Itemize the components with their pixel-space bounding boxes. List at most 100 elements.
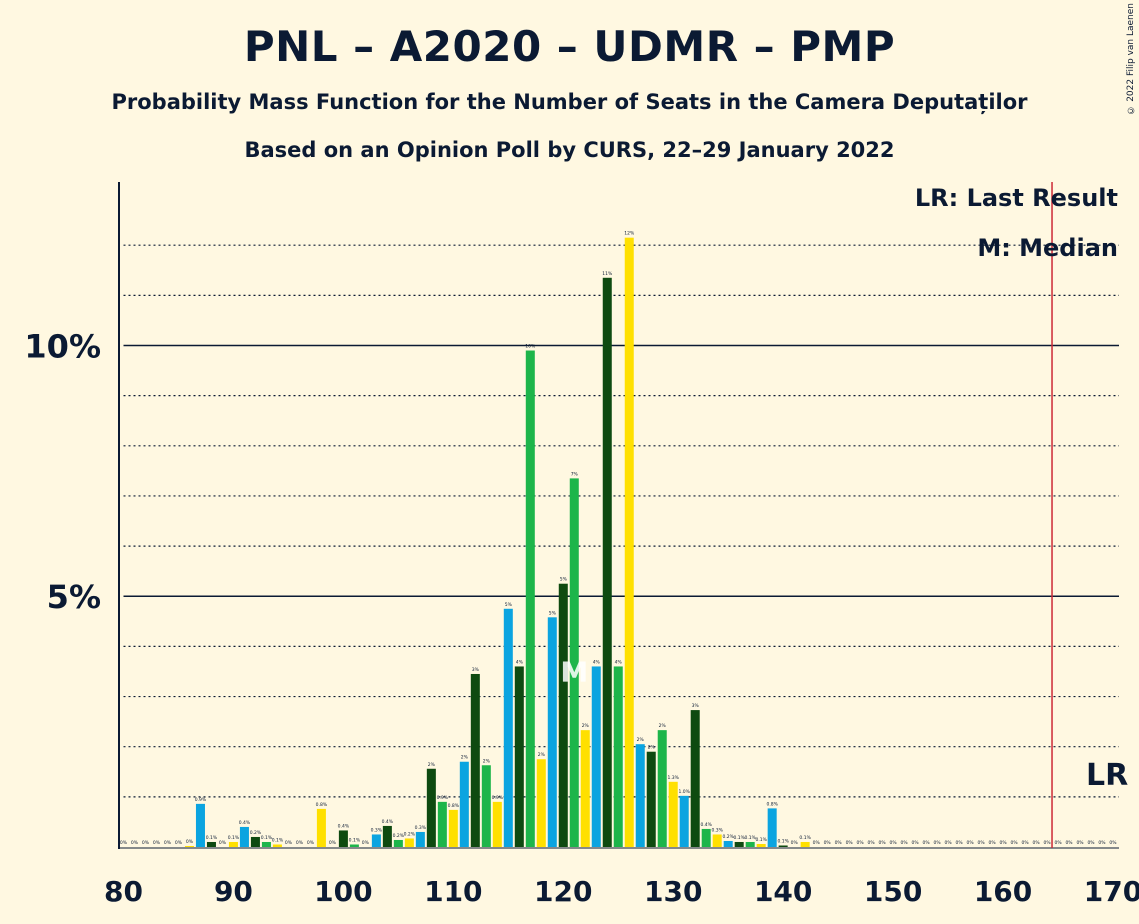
bar-110 bbox=[448, 809, 458, 847]
bar-100 bbox=[338, 830, 348, 847]
bar-label-142: 0.1% bbox=[799, 835, 811, 841]
bar-label-126: 12% bbox=[624, 231, 635, 237]
bar-label-82: 0% bbox=[142, 840, 150, 846]
bar-label-156: 0% bbox=[956, 840, 964, 846]
bar-label-113: 2% bbox=[483, 758, 491, 764]
bar-91 bbox=[239, 826, 249, 847]
bar-140 bbox=[778, 845, 788, 847]
bar-label-83: 0% bbox=[153, 840, 161, 846]
bar-128 bbox=[646, 751, 656, 847]
bar-label-85: 0% bbox=[175, 840, 183, 846]
bar-label-157: 0% bbox=[967, 840, 975, 846]
x-tick-labels: 80 90 100 110 120 130 140 150 160 170 bbox=[104, 875, 1139, 908]
bar-label-131: 1.0% bbox=[678, 789, 690, 795]
bar-127 bbox=[635, 744, 645, 847]
bar-90 bbox=[228, 841, 238, 847]
bar-label-93: 0.1% bbox=[261, 835, 273, 841]
bar-label-124: 11% bbox=[602, 271, 613, 277]
legend-median: M: Median bbox=[977, 234, 1118, 262]
bar-label-160: 0% bbox=[999, 840, 1007, 846]
bar-label-153: 0% bbox=[923, 840, 931, 846]
bar-121 bbox=[569, 478, 579, 847]
bar-106 bbox=[404, 838, 414, 847]
bar-label-125: 4% bbox=[615, 659, 623, 665]
bar-label-140: 0.1% bbox=[777, 838, 789, 844]
bar-139 bbox=[767, 808, 777, 847]
bar-value-labels: 0% 0% 0% 0% 0% 0% 0%0.9%0.1%0%0.1%0.4%0.2%0.1%… bbox=[120, 231, 1117, 846]
bar-label-109: 0.9% bbox=[437, 795, 449, 801]
bar-label-161: 0% bbox=[1010, 840, 1018, 846]
bar-label-159: 0% bbox=[988, 840, 996, 846]
bar-label-86: 0% bbox=[186, 839, 194, 845]
bar-label-137: 0.1% bbox=[744, 835, 756, 841]
bar-label-88: 0.1% bbox=[206, 835, 218, 841]
x-tick-150: 150 bbox=[864, 875, 922, 908]
bar-120 bbox=[558, 583, 568, 847]
bar-label-118: 2% bbox=[538, 752, 546, 758]
markers: M bbox=[560, 182, 1053, 848]
bar-124 bbox=[602, 277, 612, 848]
bar-135 bbox=[723, 840, 733, 847]
bar-118 bbox=[536, 759, 546, 847]
bar-label-141: 0% bbox=[791, 840, 799, 846]
bar-87 bbox=[195, 803, 205, 847]
bar-label-108: 2% bbox=[428, 762, 436, 768]
bar-134 bbox=[712, 834, 722, 847]
bar-label-104: 0.4% bbox=[382, 819, 394, 825]
last-result-marker-label: LR bbox=[1086, 758, 1129, 793]
bar-131 bbox=[679, 795, 689, 847]
bar-label-149: 0% bbox=[879, 840, 887, 846]
x-tick-90: 90 bbox=[214, 875, 253, 908]
bar-label-116: 4% bbox=[516, 659, 524, 665]
bar-label-87: 0.9% bbox=[195, 797, 207, 803]
bar-107 bbox=[415, 831, 425, 847]
bar-label-135: 0.2% bbox=[722, 834, 734, 840]
chart-subtitle: Probability Mass Function for the Number… bbox=[111, 90, 1028, 114]
bar-label-166: 0% bbox=[1065, 840, 1073, 846]
bar-129 bbox=[657, 730, 667, 847]
bar-label-91: 0.4% bbox=[239, 820, 251, 826]
chart-source-line: Based on an Opinion Poll by CURS, 22–29 … bbox=[244, 138, 895, 162]
bar-label-139: 0.8% bbox=[766, 801, 778, 807]
bar-label-151: 0% bbox=[901, 840, 909, 846]
y-tick-10: 10% bbox=[24, 327, 101, 365]
bar-label-89: 0% bbox=[219, 840, 227, 846]
bar-123 bbox=[591, 666, 601, 847]
bar-label-117: 10% bbox=[525, 344, 536, 350]
median-marker: M bbox=[560, 656, 588, 689]
bar-label-120: 5% bbox=[560, 577, 568, 583]
bar-series bbox=[184, 237, 810, 848]
bar-label-132: 3% bbox=[692, 703, 700, 709]
bar-label-147: 0% bbox=[857, 840, 865, 846]
bar-label-145: 0% bbox=[835, 840, 843, 846]
bar-label-169: 0% bbox=[1098, 840, 1106, 846]
chart-title: PNL – A2020 – UDMR – PMP bbox=[243, 22, 896, 71]
bar-label-155: 0% bbox=[945, 840, 953, 846]
bar-label-129: 2% bbox=[659, 723, 667, 729]
bar-103 bbox=[371, 834, 381, 847]
bar-109 bbox=[437, 801, 447, 847]
bar-114 bbox=[492, 801, 502, 847]
bar-label-84: 0% bbox=[164, 840, 172, 846]
bar-label-106: 0.2% bbox=[404, 831, 416, 837]
bar-label-112: 3% bbox=[472, 667, 480, 673]
bar-label-154: 0% bbox=[934, 840, 942, 846]
bar-122 bbox=[580, 730, 590, 847]
bar-136 bbox=[734, 841, 744, 847]
bar-label-119: 5% bbox=[549, 610, 557, 616]
bar-label-105: 0.2% bbox=[393, 833, 405, 839]
bar-104 bbox=[382, 825, 392, 847]
bar-label-81: 0% bbox=[131, 840, 139, 846]
y-tick-labels: 5% 10% bbox=[24, 327, 101, 616]
bar-130 bbox=[668, 781, 678, 847]
bar-label-95: 0% bbox=[285, 840, 293, 846]
bar-142 bbox=[800, 841, 810, 847]
bar-119 bbox=[547, 617, 557, 847]
bar-label-136: 0.1% bbox=[733, 835, 745, 841]
bar-label-115: 5% bbox=[505, 602, 513, 608]
bar-138 bbox=[756, 843, 766, 847]
x-tick-100: 100 bbox=[314, 875, 372, 908]
bar-label-165: 0% bbox=[1054, 840, 1062, 846]
bar-117 bbox=[525, 350, 535, 847]
